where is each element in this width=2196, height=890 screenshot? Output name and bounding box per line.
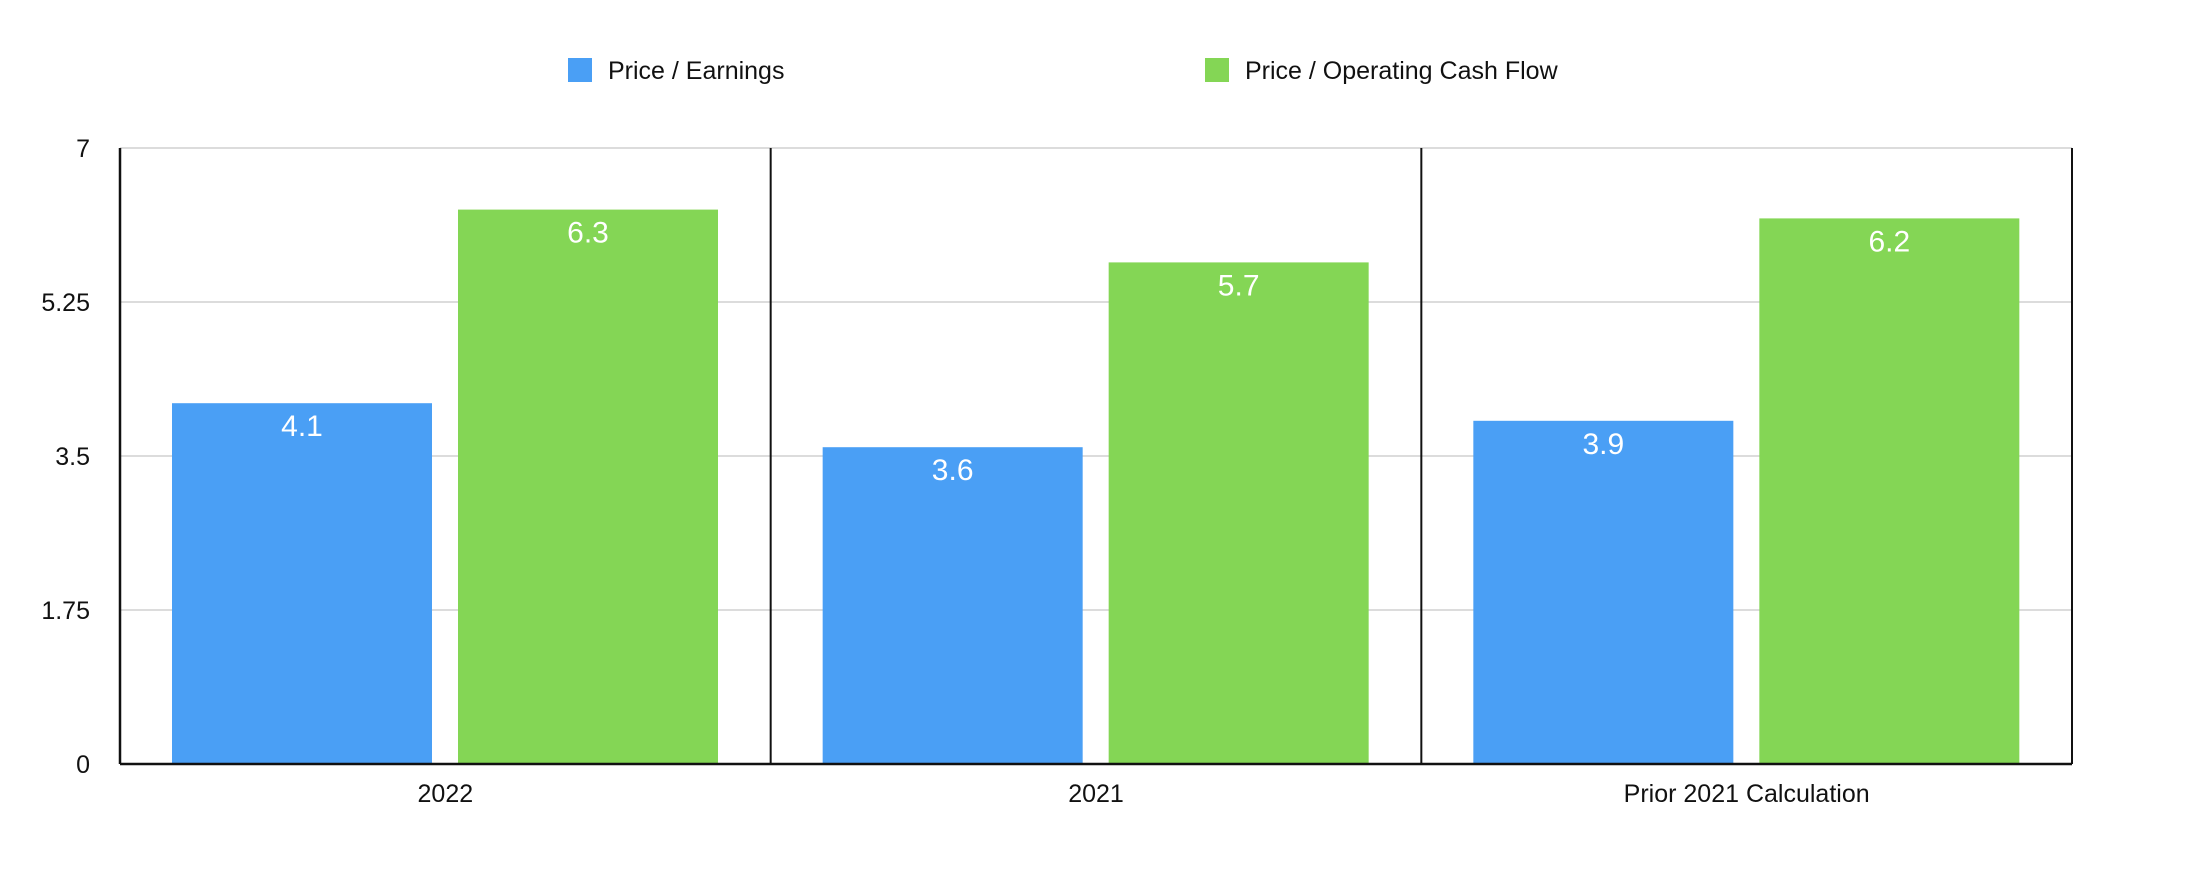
y-tick-label: 3.5: [55, 443, 90, 471]
bar-price-operating-cash-flow: [1108, 262, 1369, 764]
axes: [118, 148, 2073, 766]
legend-label: Price / Earnings: [608, 57, 784, 85]
y-axis-tick-labels: 0 1.75 3.5 5.25 7: [41, 135, 90, 779]
data-label: 6.2: [1868, 225, 1910, 258]
bar-price-operating-cash-flow: [1759, 218, 2020, 764]
bar-price-earnings: [1473, 420, 1734, 764]
gridlines: [120, 147, 2072, 611]
legend-swatch: [1205, 58, 1229, 82]
data-labels: 4.1 3.6 3.9 6.3 5.7 6.2: [281, 217, 1910, 488]
data-label: 3.9: [1582, 428, 1624, 461]
legend: Price / Earnings Price / Operating Cash F…: [568, 57, 1559, 85]
bar-price-earnings: [822, 447, 1083, 764]
data-label: 6.3: [567, 217, 609, 250]
bar-price-earnings: [172, 403, 432, 764]
y-tick-label: 0: [76, 751, 90, 779]
x-axis-tick-labels: 2022 2021 Prior 2021 Calculation: [418, 780, 1870, 808]
y-tick-label: 1.75: [41, 597, 90, 625]
y-tick-label: 7: [76, 135, 90, 163]
x-tick-label: 2022: [418, 780, 474, 808]
legend-label: Price / Operating Cash Flow: [1245, 57, 1559, 85]
bar-price-operating-cash-flow: [458, 209, 718, 765]
data-label: 3.6: [932, 454, 974, 487]
data-label: 4.1: [281, 410, 323, 443]
legend-swatch: [568, 58, 592, 82]
data-label: 5.7: [1218, 269, 1260, 302]
bars: [172, 209, 2020, 765]
x-tick-label: Prior 2021 Calculation: [1624, 780, 1870, 808]
x-tick-label: 2021: [1068, 780, 1124, 808]
y-tick-label: 5.25: [41, 289, 90, 317]
